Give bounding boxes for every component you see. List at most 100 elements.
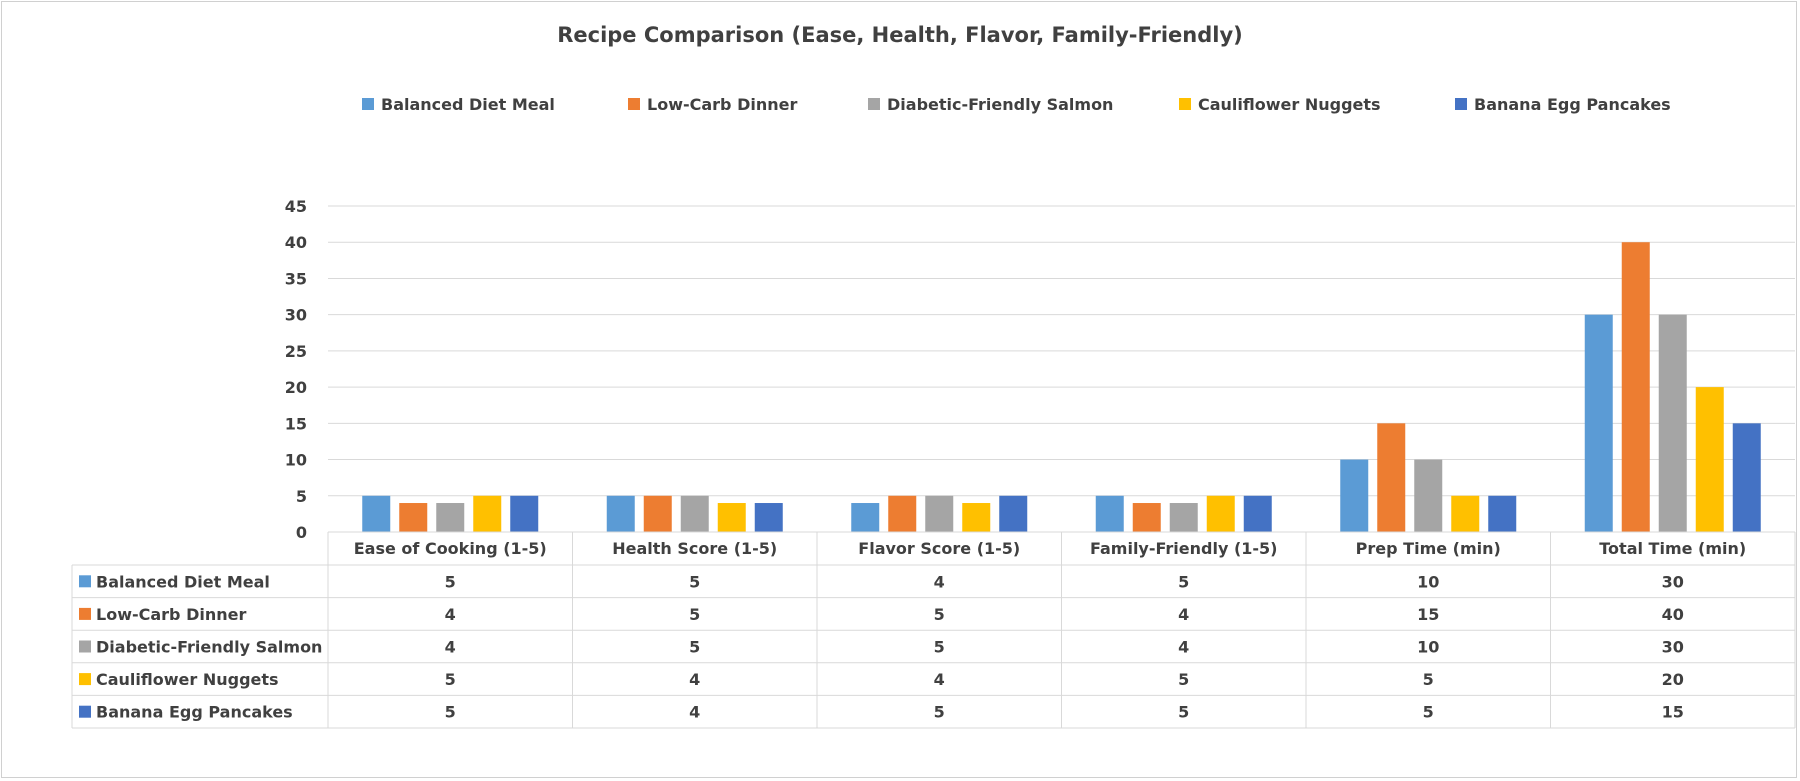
bars <box>362 242 1761 532</box>
bar <box>999 495 1028 532</box>
table-cell: 5 <box>934 703 945 722</box>
table-cell: 5 <box>1178 703 1189 722</box>
legend-entry: Balanced Diet Meal <box>381 95 555 114</box>
legend-swatch <box>1455 98 1467 110</box>
bar <box>1732 423 1761 532</box>
table-cell: 5 <box>1178 670 1189 689</box>
table-legend-swatch <box>79 607 91 620</box>
legend-entry: Diabetic-Friendly Salmon <box>887 95 1113 114</box>
x-tick-label: Family-Friendly (1-5) <box>1090 539 1278 558</box>
legend-entry: Cauliflower Nuggets <box>1198 95 1381 114</box>
y-tick-label: 0 <box>296 523 307 542</box>
table-cell: 5 <box>445 703 456 722</box>
table-cell: 15 <box>1662 703 1684 722</box>
bar <box>1488 495 1517 532</box>
table-cell: 40 <box>1662 605 1684 624</box>
bar <box>1621 242 1650 532</box>
bar <box>606 495 635 532</box>
chart-title: Recipe Comparison (Ease, Health, Flavor,… <box>557 23 1243 47</box>
bar <box>473 495 502 532</box>
bar <box>1695 387 1724 532</box>
legend-entry: Banana Egg Pancakes <box>1474 95 1671 114</box>
y-tick-label: 40 <box>285 233 307 252</box>
legend-swatch <box>628 98 640 110</box>
table-cell: 5 <box>1423 703 1434 722</box>
table-cell: 5 <box>689 605 700 624</box>
bar <box>1451 495 1480 532</box>
table-cell: 20 <box>1662 670 1684 689</box>
table-legend-swatch <box>79 640 91 653</box>
table-legend-swatch <box>79 575 91 588</box>
table-cell: 4 <box>445 605 456 624</box>
y-tick-label: 35 <box>285 269 307 288</box>
legend: Balanced Diet Meal Low-Carb Dinner Diabeti… <box>362 95 1671 114</box>
table-cell: 4 <box>445 638 456 657</box>
table-series-name: Low-Carb Dinner <box>96 605 246 624</box>
gridlines <box>328 205 1795 533</box>
table-cell: 5 <box>445 670 456 689</box>
table-cell: 5 <box>1178 572 1189 591</box>
bar <box>436 503 465 532</box>
table-cell: 10 <box>1417 572 1439 591</box>
x-tick-label: Health Score (1-5) <box>612 539 777 558</box>
table-cell: 5 <box>934 605 945 624</box>
x-tick-label: Total Time (min) <box>1599 539 1746 558</box>
table-cell: 5 <box>445 572 456 591</box>
legend-swatch <box>868 98 880 110</box>
y-tick-label: 5 <box>296 487 307 506</box>
table-cell: 5 <box>689 638 700 657</box>
bar <box>1095 495 1124 532</box>
y-tick-label: 10 <box>285 451 307 470</box>
bar <box>1243 495 1272 532</box>
bar <box>754 503 783 532</box>
table-cell: 30 <box>1662 638 1684 657</box>
table-cell: 5 <box>1423 670 1434 689</box>
y-tick-label: 15 <box>285 414 307 433</box>
bar <box>1340 459 1369 532</box>
legend-entry: Low-Carb Dinner <box>647 95 797 114</box>
legend-swatch <box>362 98 374 110</box>
table-cell: 30 <box>1662 572 1684 591</box>
table-cell: 4 <box>1178 605 1189 624</box>
y-tick-label: 20 <box>285 378 307 397</box>
table-series-name: Diabetic-Friendly Salmon <box>96 638 322 657</box>
table-series-name: Cauliflower Nuggets <box>96 670 279 689</box>
table-cell: 15 <box>1417 605 1439 624</box>
table-cell: 4 <box>934 670 945 689</box>
y-tick-label: 25 <box>285 342 307 361</box>
table-series-name: Banana Egg Pancakes <box>96 703 293 722</box>
y-tick-label: 30 <box>285 306 307 325</box>
table-legend-swatch <box>79 673 91 686</box>
table-cell: 5 <box>934 638 945 657</box>
bar <box>962 503 991 532</box>
table-cell: 5 <box>689 572 700 591</box>
y-axis: 0 5 10 15 20 25 30 35 40 45 <box>285 197 307 542</box>
table-cell: 4 <box>689 670 700 689</box>
data-table: Ease of Cooking (1-5) Health Score (1-5) F… <box>71 531 1796 729</box>
bar <box>1658 314 1687 532</box>
table-legend-swatch <box>79 705 91 718</box>
table-cell: 4 <box>1178 638 1189 657</box>
bar <box>1169 503 1198 532</box>
bar <box>643 495 672 532</box>
bar <box>717 503 746 532</box>
x-tick-label: Flavor Score (1-5) <box>858 539 1020 558</box>
bar <box>1132 503 1161 532</box>
bar <box>888 495 917 532</box>
bar <box>680 495 709 532</box>
table-cell: 4 <box>689 703 700 722</box>
bar <box>399 503 428 532</box>
bar <box>1206 495 1235 532</box>
bar <box>1414 459 1443 532</box>
bar <box>362 495 391 532</box>
bar <box>510 495 539 532</box>
table-cell: 4 <box>934 572 945 591</box>
legend-swatch <box>1179 98 1191 110</box>
table-cell: 10 <box>1417 638 1439 657</box>
x-tick-label: Ease of Cooking (1-5) <box>354 539 547 558</box>
x-tick-label: Prep Time (min) <box>1356 539 1501 558</box>
bar <box>1584 314 1613 532</box>
bar <box>925 495 954 532</box>
